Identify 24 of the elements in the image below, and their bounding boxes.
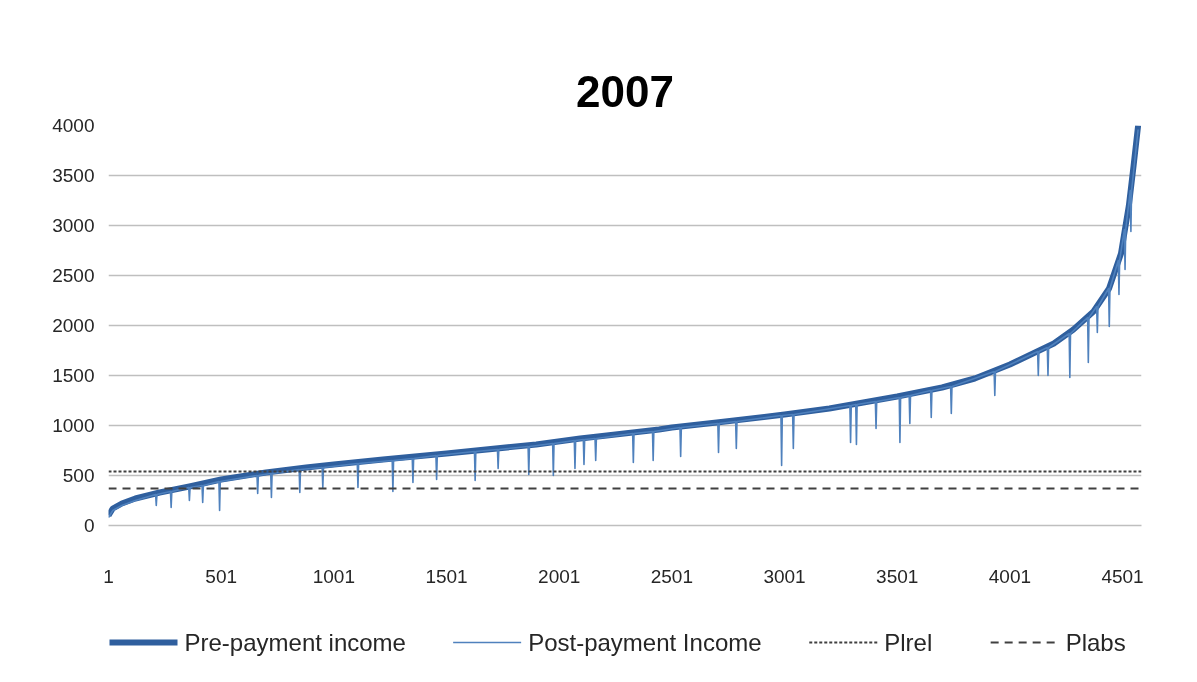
x-tick-label: 2501 — [650, 565, 694, 587]
legend-label: Plrel — [884, 629, 933, 656]
x-tick-label: 1 — [103, 565, 114, 587]
y-tick-label: 4000 — [52, 115, 95, 136]
legend-label: Pre-payment income — [184, 629, 406, 656]
legend-label: Plabs — [1065, 629, 1126, 656]
x-tick-label: 1001 — [312, 565, 355, 587]
x-tick-label: 4001 — [988, 565, 1032, 587]
y-tick-label: 500 — [62, 465, 95, 486]
x-tick-label: 501 — [205, 565, 238, 587]
y-tick-label: 2000 — [52, 315, 95, 336]
legend-label: Post-payment Income — [528, 629, 762, 656]
x-tick-label: 3001 — [763, 565, 806, 587]
x-tick-label: 1501 — [425, 565, 468, 587]
x-tick-label: 4501 — [1101, 565, 1144, 587]
y-tick-label: 3500 — [52, 165, 95, 186]
y-tick-label: 0 — [83, 515, 95, 536]
x-tick-label: 2001 — [538, 565, 581, 587]
y-tick-label: 1500 — [52, 365, 95, 386]
y-tick-label: 1000 — [52, 415, 95, 436]
chart-title: 2007 — [576, 66, 674, 116]
y-tick-label: 3000 — [52, 215, 95, 236]
x-tick-label: 3501 — [876, 565, 919, 587]
y-tick-label: 2500 — [52, 265, 95, 286]
